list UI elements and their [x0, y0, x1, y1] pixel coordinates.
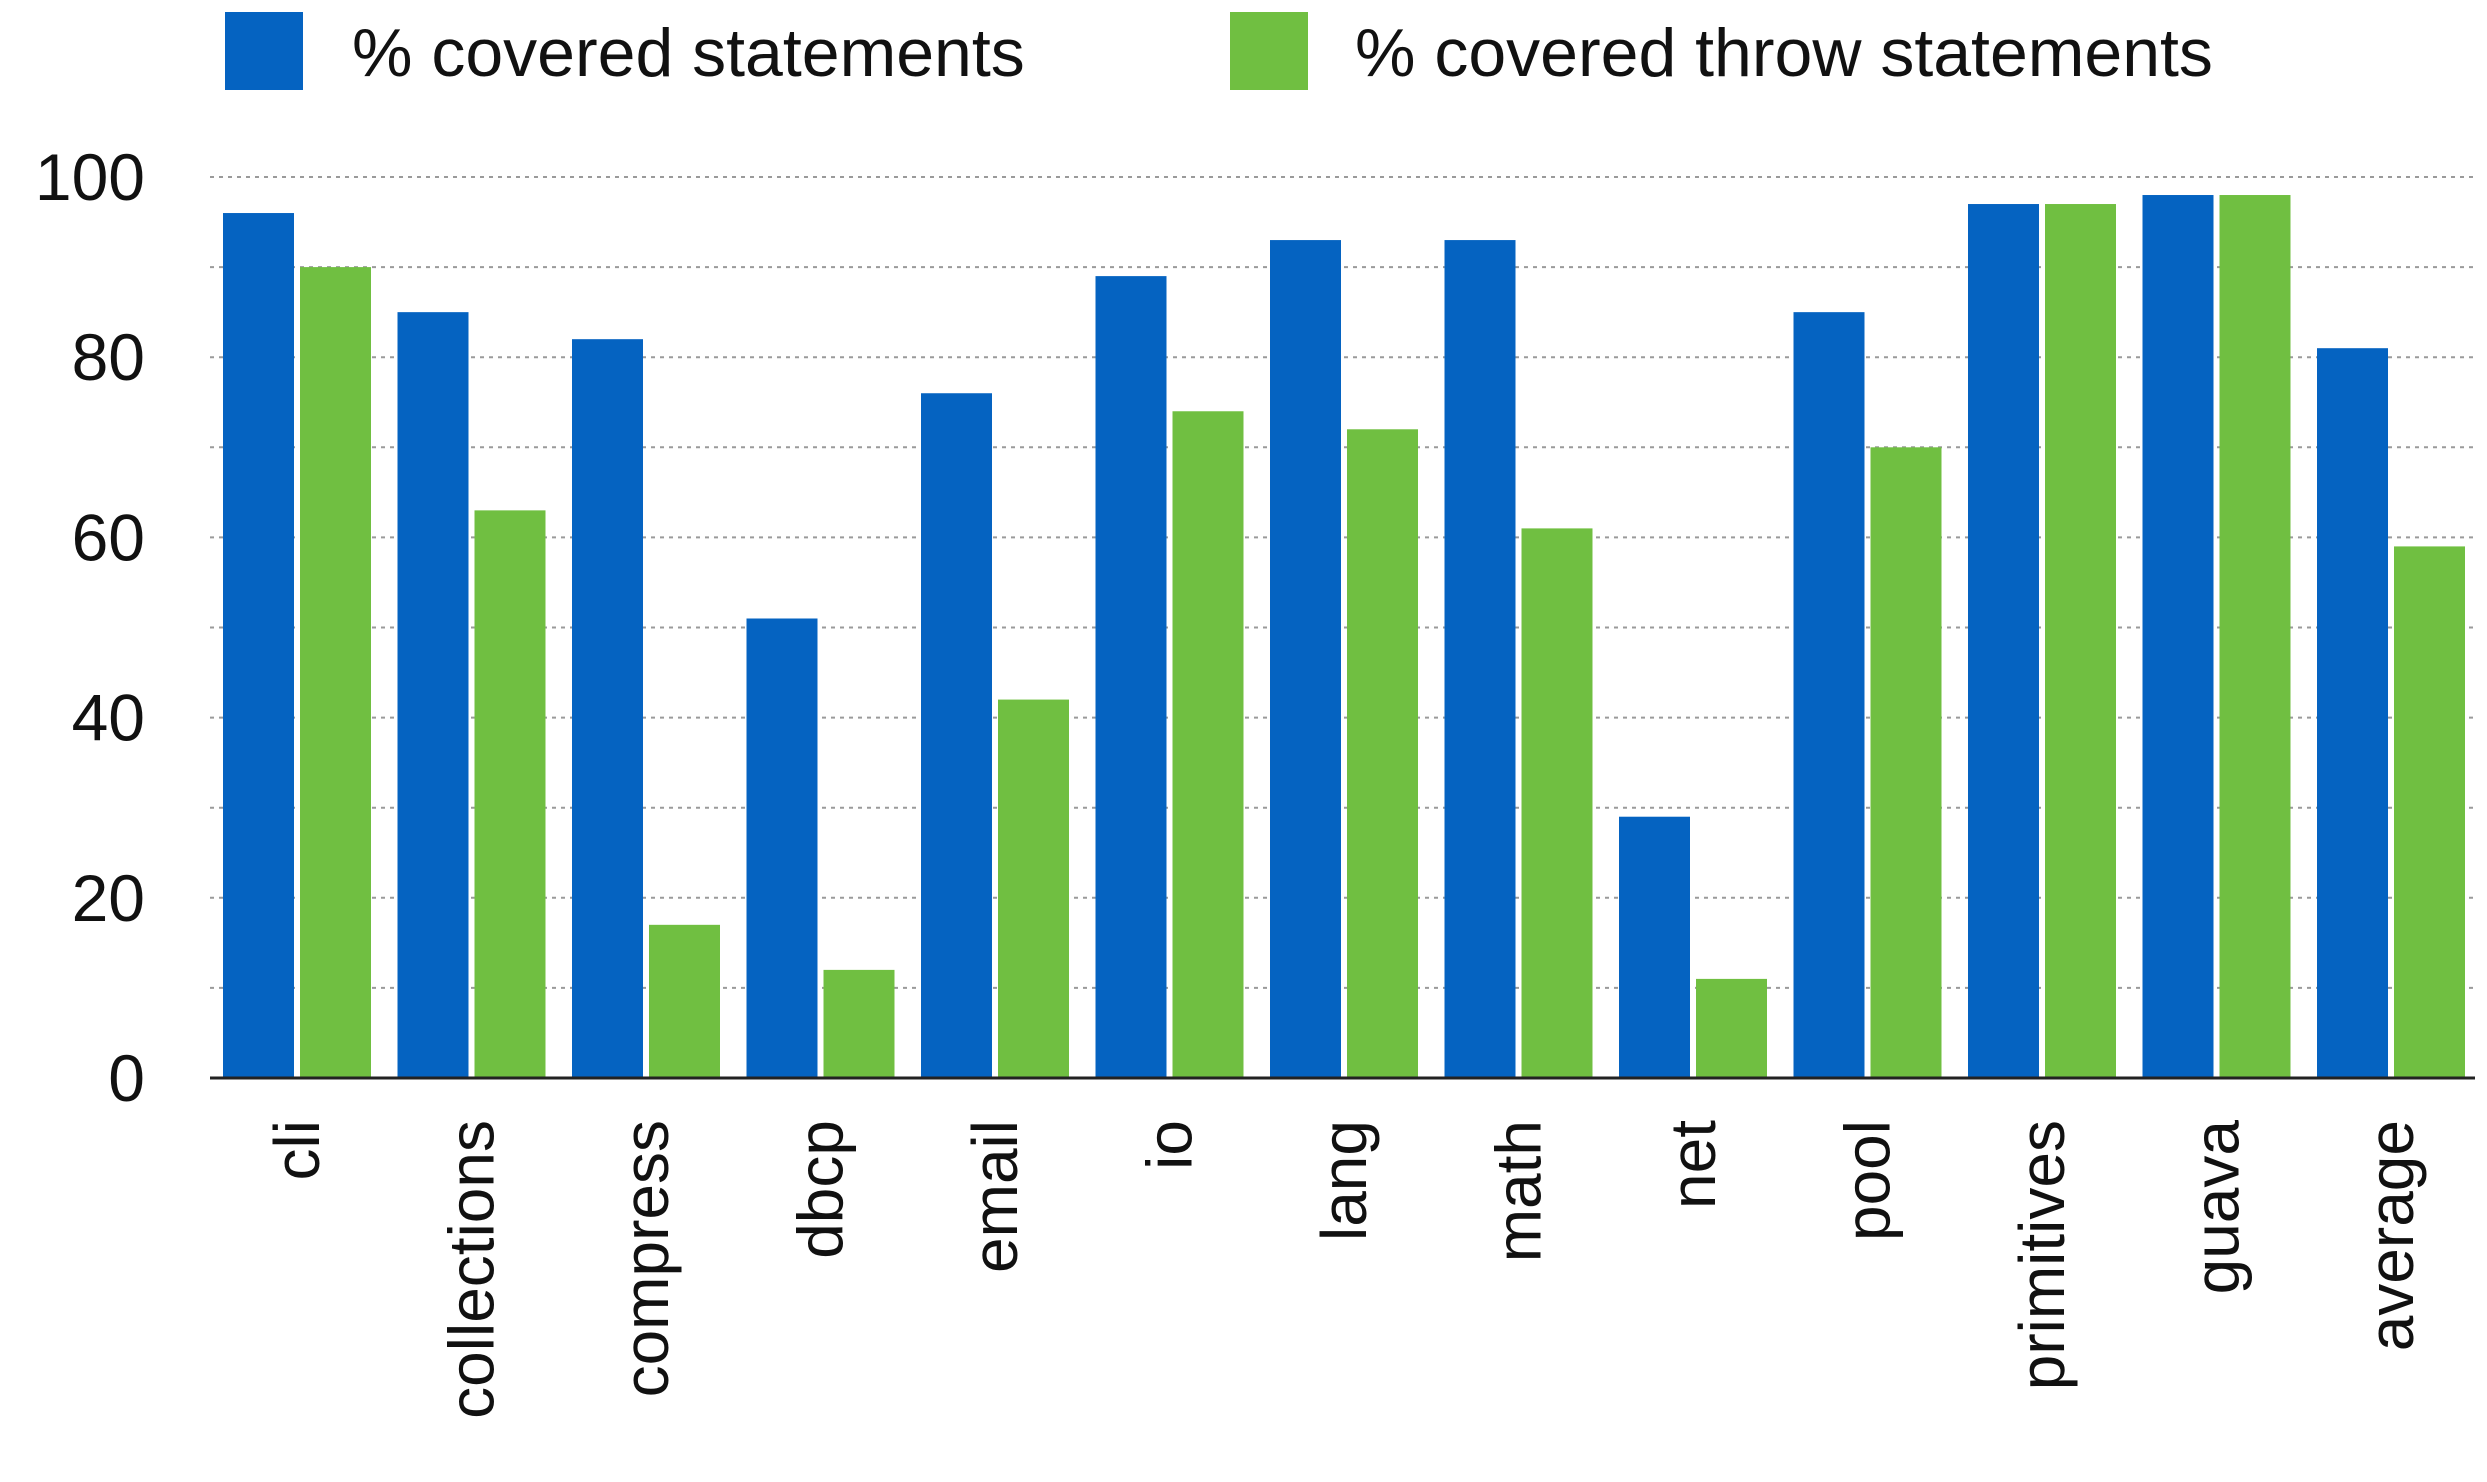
bar: [1968, 204, 2039, 1078]
bar: [1347, 429, 1418, 1078]
x-axis-tick-labels: cli collections compress dbcp email io lang mat…: [261, 1120, 2427, 1419]
bar: [2394, 546, 2465, 1078]
bar: [2045, 204, 2116, 1078]
x-tick-label: email: [959, 1120, 1031, 1273]
y-tick-label: 100: [35, 140, 145, 214]
bar: [1095, 276, 1167, 1078]
x-tick-label: net: [1657, 1120, 1729, 1209]
x-tick-label: guava: [2181, 1120, 2253, 1295]
x-tick-label: collections: [436, 1120, 508, 1419]
legend: % covered statements % covered throw stat…: [225, 12, 2213, 91]
bar: [223, 213, 294, 1079]
bar: [998, 699, 1069, 1078]
bar: [300, 267, 371, 1079]
x-tick-label: compress: [610, 1120, 682, 1397]
x-tick-label: io: [1134, 1120, 1206, 1170]
y-tick-label: 20: [72, 861, 145, 935]
y-tick-label: 0: [108, 1041, 145, 1115]
x-tick-label: cli: [261, 1120, 333, 1180]
bar: [1172, 411, 1244, 1078]
bar: [1270, 240, 1341, 1078]
legend-swatch: [225, 12, 303, 90]
x-tick-label: average: [2355, 1120, 2427, 1351]
bar: [2317, 348, 2388, 1078]
bars: [223, 195, 2465, 1079]
bar: [2219, 195, 2291, 1078]
legend-swatch: [1230, 12, 1308, 90]
legend-label: % covered throw statements: [1355, 15, 2213, 91]
gridlines: [210, 176, 2475, 989]
bar: [1619, 816, 1690, 1078]
legend-label: % covered statements: [352, 15, 1025, 91]
bar: [474, 510, 546, 1078]
x-tick-label: math: [1483, 1120, 1555, 1262]
bar: [2142, 195, 2214, 1078]
bar: [823, 969, 895, 1078]
x-tick-label: primitives: [2006, 1120, 2078, 1390]
bar: [746, 618, 818, 1078]
bar: [1793, 312, 1865, 1078]
x-tick-label: dbcp: [785, 1120, 857, 1259]
x-tick-label: pool: [1832, 1120, 1904, 1241]
y-axis-tick-labels: 0 20 40 60 80 100: [35, 140, 145, 1115]
bar: [649, 924, 720, 1078]
bar: [1696, 978, 1767, 1078]
bar: [397, 312, 469, 1078]
x-tick-label: lang: [1308, 1120, 1380, 1241]
y-tick-label: 80: [72, 320, 145, 394]
bar: [1521, 528, 1593, 1078]
y-tick-label: 60: [72, 500, 145, 574]
bar: [921, 393, 992, 1078]
bar: [572, 339, 643, 1078]
bar: [1870, 447, 1942, 1078]
y-tick-label: 40: [72, 681, 145, 755]
bar: [1444, 240, 1516, 1078]
